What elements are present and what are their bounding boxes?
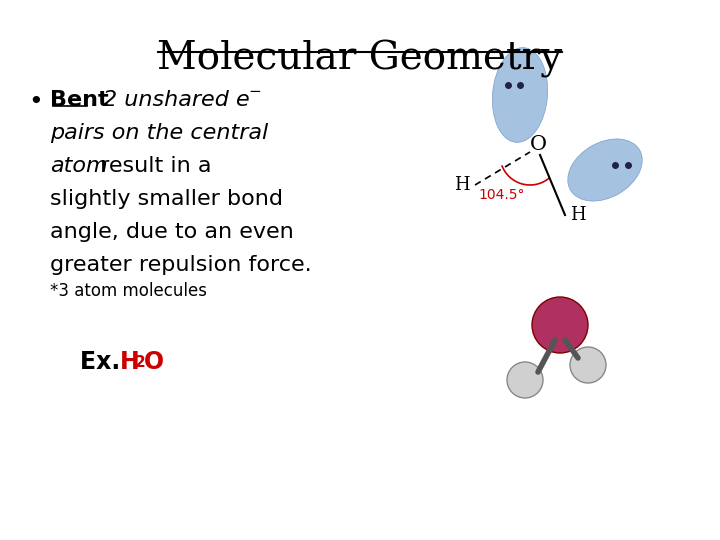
Text: atom: atom	[50, 156, 107, 176]
Ellipse shape	[568, 139, 642, 201]
Text: H: H	[570, 206, 585, 224]
Text: 104.5°: 104.5°	[478, 188, 524, 202]
Text: :: :	[90, 90, 112, 110]
Text: Ex.: Ex.	[80, 350, 128, 374]
Circle shape	[532, 297, 588, 353]
Text: O: O	[144, 350, 164, 374]
Circle shape	[507, 362, 543, 398]
Text: 2: 2	[135, 355, 145, 370]
Text: slightly smaller bond: slightly smaller bond	[50, 189, 283, 209]
Circle shape	[570, 347, 606, 383]
Text: H: H	[454, 176, 470, 194]
Text: H: H	[120, 350, 140, 374]
Text: O: O	[529, 136, 546, 154]
Text: Bent: Bent	[50, 90, 109, 110]
Text: −: −	[248, 84, 261, 99]
Text: •: •	[28, 90, 42, 114]
Text: angle, due to an even: angle, due to an even	[50, 222, 294, 242]
Text: *3 atom molecules: *3 atom molecules	[50, 282, 207, 300]
Text: greater repulsion force.: greater repulsion force.	[50, 255, 312, 275]
Text: pairs on the central: pairs on the central	[50, 123, 268, 143]
Ellipse shape	[492, 48, 548, 143]
Text: 2 unshared e: 2 unshared e	[103, 90, 250, 110]
Text: Molecular Geometry: Molecular Geometry	[158, 40, 562, 78]
Text: result in a: result in a	[93, 156, 212, 176]
